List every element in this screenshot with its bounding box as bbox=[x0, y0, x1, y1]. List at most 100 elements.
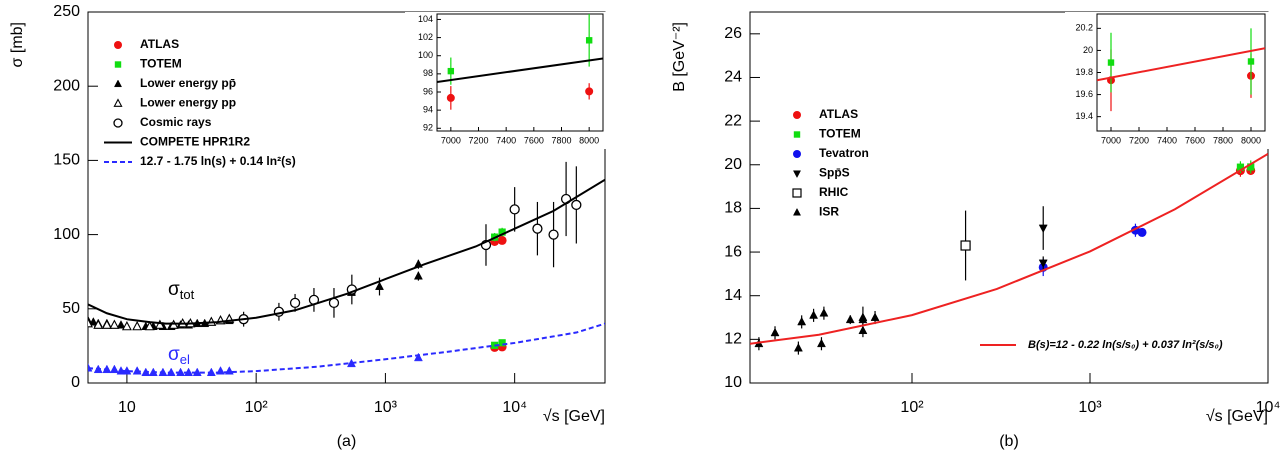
legend-label: ATLAS bbox=[140, 37, 179, 51]
data-point bbox=[122, 366, 132, 375]
curve bbox=[437, 57, 603, 84]
data-point bbox=[413, 271, 423, 280]
y-tick-label: 10 bbox=[724, 374, 742, 391]
legend-marker bbox=[113, 79, 123, 88]
data-point bbox=[116, 366, 126, 375]
data-layer bbox=[88, 161, 617, 377]
legend-label: Tevatron bbox=[819, 146, 869, 160]
data-point bbox=[88, 317, 93, 328]
y-axis-label: B [GeV⁻²] bbox=[671, 22, 688, 92]
data-point bbox=[289, 297, 301, 309]
y-tick-label: 14 bbox=[724, 287, 742, 304]
legend-label: Cosmic rays bbox=[140, 115, 212, 129]
data-point bbox=[509, 204, 520, 215]
legend-marker bbox=[113, 98, 123, 107]
data-point bbox=[571, 199, 582, 211]
y-tick-label: 19.4 bbox=[1075, 111, 1093, 121]
legend-label: ISR bbox=[819, 205, 839, 219]
curve bbox=[88, 178, 605, 325]
data-point bbox=[158, 367, 168, 377]
data-point bbox=[1247, 58, 1255, 65]
y-tick-label: 12 bbox=[724, 331, 742, 348]
data-point bbox=[206, 367, 216, 377]
data-point bbox=[166, 367, 176, 377]
annotation-subscript: tot bbox=[180, 287, 195, 302]
data-point bbox=[608, 181, 617, 190]
data-point bbox=[413, 352, 423, 362]
y-tick-label: 250 bbox=[53, 3, 80, 20]
inset: 92 94 96 98 100 102 104 7000 7200 7400 7600 7800 800… bbox=[405, 12, 607, 149]
y-tick-label: 100 bbox=[418, 50, 433, 60]
data-point bbox=[132, 320, 143, 331]
legend-label: Lower energy pp bbox=[140, 96, 236, 110]
inset-background bbox=[405, 12, 607, 149]
data-point bbox=[1247, 163, 1255, 171]
y-tick-label: 22 bbox=[724, 112, 742, 129]
y-tick-label: 50 bbox=[62, 300, 80, 317]
data-point bbox=[845, 314, 855, 324]
data-point bbox=[101, 319, 112, 329]
data-point bbox=[346, 358, 356, 368]
y-tick-label: 26 bbox=[724, 25, 742, 42]
y-tick-label: 92 bbox=[423, 123, 433, 133]
data-point bbox=[102, 364, 112, 374]
data-point bbox=[585, 87, 594, 96]
data-point bbox=[585, 37, 593, 44]
data-layer bbox=[1097, 28, 1265, 112]
data-point bbox=[447, 67, 455, 75]
data-point bbox=[446, 93, 455, 102]
y-tick-label: 94 bbox=[423, 105, 433, 115]
y-tick-label: 104 bbox=[418, 14, 433, 24]
y-tick-label: 102 bbox=[418, 32, 433, 42]
data-point bbox=[809, 310, 819, 319]
data-point bbox=[184, 367, 194, 377]
legend-label: TOTEM bbox=[819, 127, 861, 141]
x-tick-label: 7800 bbox=[1213, 135, 1233, 145]
legend-label: TOTEM bbox=[140, 57, 182, 71]
data-point bbox=[532, 223, 543, 234]
x-tick-label: 8000 bbox=[579, 135, 599, 145]
x-tick-label: 10³ bbox=[374, 399, 398, 416]
curve bbox=[88, 322, 605, 374]
y-axis-label: σ [mb] bbox=[9, 22, 26, 67]
x-tick-label: 8000 bbox=[1241, 135, 1261, 145]
data-point bbox=[498, 228, 506, 236]
annotation-subscript: el bbox=[180, 352, 190, 367]
panel: 10 12 14 16 18 20 22 24 26 10² 10³ 10⁴√s [GeV] B [Ge… bbox=[671, 11, 1281, 450]
data-point bbox=[770, 327, 780, 337]
data-point bbox=[154, 319, 165, 329]
x-tick-label: 10⁴ bbox=[1256, 399, 1281, 416]
x-tick-label: 10⁴ bbox=[502, 399, 527, 416]
legend-marker bbox=[113, 118, 123, 128]
plot-frame bbox=[436, 13, 604, 132]
legend-label: 12.7 - 1.75 ln(s) + 0.14 ln²(s) bbox=[140, 154, 296, 168]
y-tick-label: 16 bbox=[724, 243, 742, 260]
data-point bbox=[1038, 224, 1048, 234]
data-point bbox=[375, 281, 384, 290]
legend-label: RHIC bbox=[819, 185, 849, 199]
data-point bbox=[797, 316, 807, 326]
panel: 0 50 100 150 200 250 10 10² 10³ 10⁴ √s [GeV] σ [mb]… bbox=[9, 3, 617, 450]
x-tick-label: 10² bbox=[900, 399, 924, 416]
legend-label: Lower energy pp̄ bbox=[140, 76, 236, 90]
legend-label: Spp̄S bbox=[819, 166, 850, 180]
y-tick-label: 98 bbox=[423, 68, 433, 78]
data-point bbox=[793, 343, 803, 352]
data-point bbox=[109, 364, 119, 374]
x-tick-label: 7600 bbox=[1185, 135, 1205, 145]
data-point bbox=[192, 367, 202, 377]
x-tick-label: 10³ bbox=[1078, 399, 1102, 416]
legend-marker bbox=[793, 111, 801, 119]
data-point bbox=[858, 314, 868, 324]
x-tick-label: 7200 bbox=[468, 135, 488, 145]
panel-caption: (a) bbox=[337, 433, 357, 450]
data-layer bbox=[437, 14, 603, 110]
x-tick-label: 7000 bbox=[1101, 135, 1121, 145]
data-point bbox=[93, 319, 104, 329]
x-tick-label: 7400 bbox=[496, 135, 516, 145]
x-tick-label: 10² bbox=[245, 399, 269, 416]
annotation-symbol: σ bbox=[168, 279, 180, 300]
data-point bbox=[121, 320, 132, 331]
panel-caption: (b) bbox=[999, 433, 1019, 450]
